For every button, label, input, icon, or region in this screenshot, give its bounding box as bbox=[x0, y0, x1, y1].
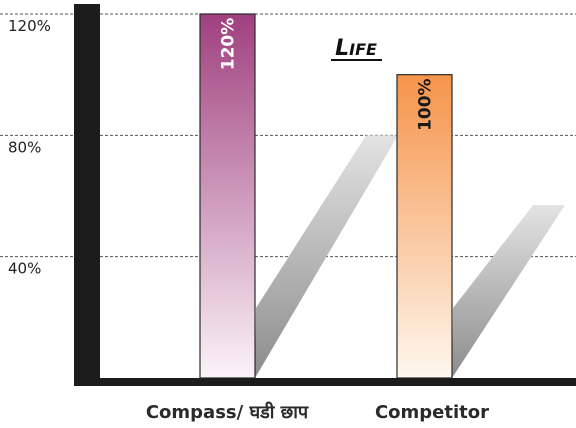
bar bbox=[199, 13, 256, 379]
bar-shadow bbox=[255, 135, 398, 378]
x-category-label: Compass/ घडी छाप bbox=[146, 401, 309, 423]
y-tick-label: 40% bbox=[8, 260, 41, 278]
x-axis-bar bbox=[74, 378, 576, 386]
bar-data-label: 100% bbox=[416, 78, 436, 131]
bar bbox=[396, 74, 453, 379]
bar-shadow bbox=[452, 205, 565, 378]
y-tick-label: 80% bbox=[8, 138, 41, 156]
y-tick-label: 120% bbox=[8, 17, 51, 35]
y-axis-bar bbox=[74, 4, 100, 386]
x-category-label: Competitor bbox=[375, 402, 489, 423]
chart-title: LIFE bbox=[335, 36, 377, 61]
bar-data-label: 120% bbox=[219, 18, 239, 71]
